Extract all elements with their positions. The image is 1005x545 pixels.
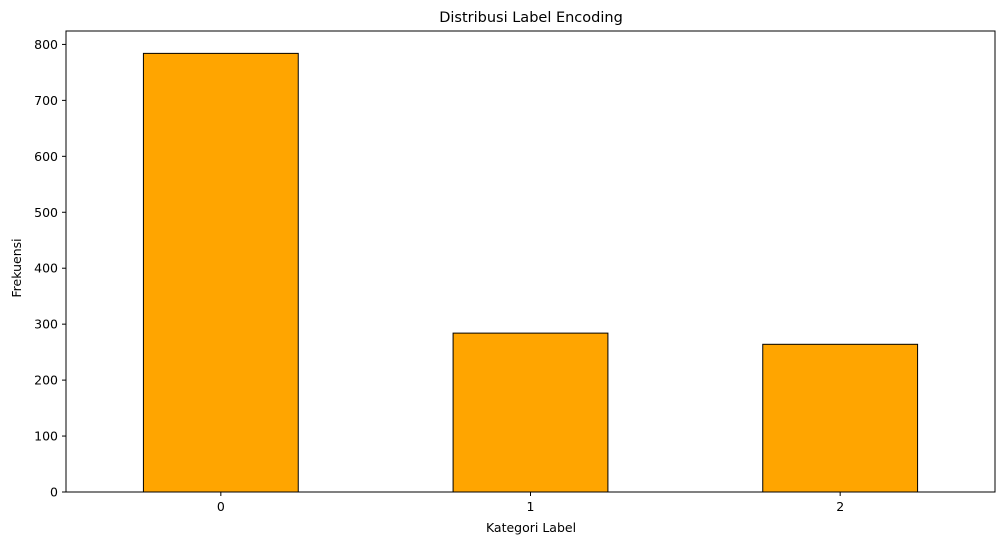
y-tick-label: 200 bbox=[34, 373, 58, 388]
bar-2 bbox=[762, 343, 919, 493]
chart-title: Distribusi Label Encoding bbox=[439, 10, 623, 26]
y-tick-label: 400 bbox=[34, 261, 58, 276]
x-axis: 0 1 2 bbox=[217, 492, 844, 514]
y-axis: 0 100 200 300 400 500 600 700 800 bbox=[34, 37, 66, 500]
bars-group bbox=[142, 52, 919, 493]
y-tick-label: 300 bbox=[34, 317, 58, 332]
x-tick-label: 2 bbox=[836, 499, 844, 514]
bar-0 bbox=[142, 52, 299, 493]
y-axis-label: Frekuensi bbox=[9, 238, 24, 297]
y-tick-label: 100 bbox=[34, 429, 58, 444]
x-axis-label: Kategori Label bbox=[486, 520, 576, 535]
y-tick-label: 700 bbox=[34, 93, 58, 108]
x-tick-label: 0 bbox=[217, 499, 225, 514]
y-tick-label: 800 bbox=[34, 37, 58, 52]
x-tick-label: 1 bbox=[527, 499, 535, 514]
plot-frame bbox=[65, 30, 996, 493]
y-tick-label: 0 bbox=[50, 485, 58, 500]
bar-1 bbox=[452, 332, 609, 493]
y-tick-label: 600 bbox=[34, 149, 58, 164]
y-tick-label: 500 bbox=[34, 205, 58, 220]
